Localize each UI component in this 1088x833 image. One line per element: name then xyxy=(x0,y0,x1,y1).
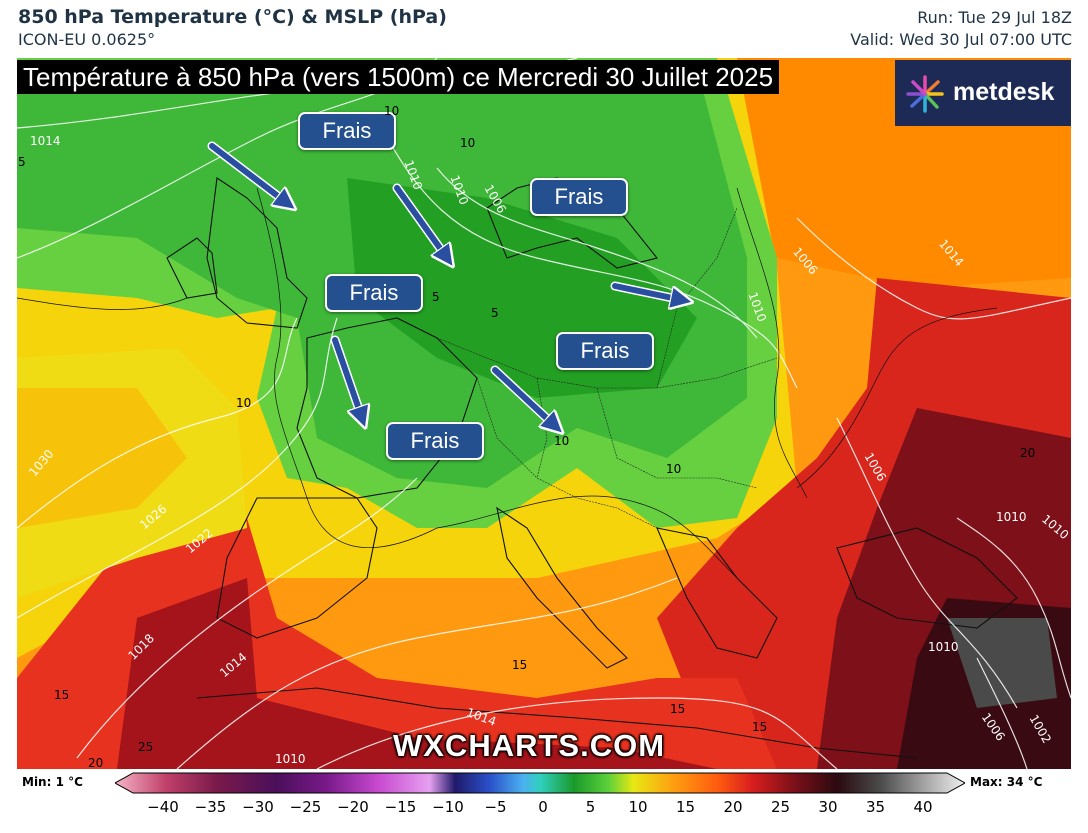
valid-time: Valid: Wed 30 Jul 07:00 UTC xyxy=(850,30,1072,49)
isobar-label: 1010 xyxy=(928,640,959,654)
metdesk-burst-icon xyxy=(905,74,945,114)
map-banner: Température à 850 hPa (vers 1500m) ce Me… xyxy=(17,60,779,94)
color-scale-tick: 15 xyxy=(676,798,695,816)
isobar-label: 1014 xyxy=(30,134,61,148)
model-name: ICON-EU 0.0625° xyxy=(18,30,155,49)
temp-label: 15 xyxy=(54,688,69,702)
temp-label: 10 xyxy=(236,396,251,410)
color-scale-tick: −30 xyxy=(242,798,274,816)
color-scale-tick: 20 xyxy=(723,798,742,816)
run-time: Run: Tue 29 Jul 18Z xyxy=(917,8,1072,27)
color-scale-tick: −15 xyxy=(385,798,417,816)
legend-min: Min: 1 °C xyxy=(22,775,83,789)
color-scale-tick: 0 xyxy=(538,798,548,816)
color-scale-tick: 25 xyxy=(771,798,790,816)
frais-label-3: Frais xyxy=(325,274,423,312)
color-scale-tick: 5 xyxy=(586,798,596,816)
temp-label: 10 xyxy=(666,462,681,476)
color-scale-tick: −25 xyxy=(290,798,322,816)
temp-label: 20 xyxy=(88,756,103,770)
color-scale-tick: −20 xyxy=(337,798,369,816)
temp-label: 10 xyxy=(554,434,569,448)
wxcharts-watermark: WXCHARTS.COM xyxy=(393,728,665,764)
color-scale-tick: −5 xyxy=(484,798,506,816)
frais-label-5: Frais xyxy=(386,422,484,460)
frais-label-1: Frais xyxy=(298,112,396,150)
frais-label-4: Frais xyxy=(556,332,654,370)
metdesk-logo: metdesk xyxy=(895,60,1071,126)
logo-text: metdesk xyxy=(953,78,1054,107)
color-scale-tick: −40 xyxy=(147,798,179,816)
color-scale-tick: −35 xyxy=(195,798,227,816)
frais-label-2: Frais xyxy=(530,178,628,216)
color-scale-tick: 30 xyxy=(818,798,837,816)
isobar-label: 1010 xyxy=(275,752,306,766)
temp-label: 25 xyxy=(138,740,153,754)
temp-label: 15 xyxy=(512,658,527,672)
color-scale-tick: 40 xyxy=(913,798,932,816)
temp-label: 15 xyxy=(752,720,767,734)
color-scale-tick: 35 xyxy=(866,798,885,816)
temp-label: 10 xyxy=(460,136,475,150)
temp-label: 10 xyxy=(384,104,399,118)
color-scale-tick: 10 xyxy=(628,798,647,816)
isobar-label: 1010 xyxy=(996,510,1027,524)
temp-label: 20 xyxy=(1020,446,1035,460)
weather-map xyxy=(17,58,1071,769)
color-scale-bar xyxy=(115,772,965,794)
legend-max: Max: 34 °C xyxy=(970,775,1042,789)
temp-label: 5 xyxy=(432,290,440,304)
temp-label: 5 xyxy=(18,155,26,169)
chart-title: 850 hPa Temperature (°C) & MSLP (hPa) xyxy=(18,6,447,28)
temp-label: 15 xyxy=(670,702,685,716)
temp-label: 5 xyxy=(491,306,499,320)
color-scale-tick: −10 xyxy=(432,798,464,816)
